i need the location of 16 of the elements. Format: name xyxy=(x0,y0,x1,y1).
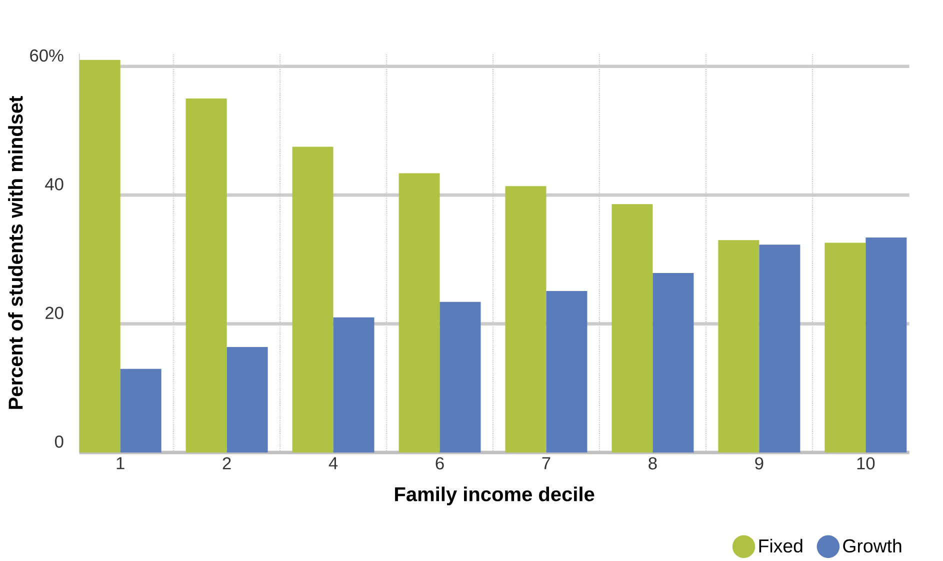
x-axis-title: Family income decile xyxy=(395,486,594,506)
y-tick-label: 60% xyxy=(30,50,64,62)
x-tick-label: 10 xyxy=(857,457,875,470)
legend-label: Fixed xyxy=(759,539,802,553)
x-tick-label: 8 xyxy=(648,457,657,470)
y-tick-label: 20 xyxy=(46,306,64,320)
x-tick-label: 9 xyxy=(755,457,764,470)
x-tick-label: 4 xyxy=(328,457,338,470)
x-tick-label: 7 xyxy=(542,457,550,470)
y-tick-label: 40 xyxy=(45,178,64,191)
x-tick-label: 2 xyxy=(222,457,231,470)
legend-label: Growth xyxy=(843,539,902,553)
x-tick-label: 6 xyxy=(436,457,444,470)
y-tick-label: 0 xyxy=(54,436,64,448)
x-tick-label: 1 xyxy=(116,457,124,470)
y-axis-title: Percent of students with mindset xyxy=(8,96,23,410)
